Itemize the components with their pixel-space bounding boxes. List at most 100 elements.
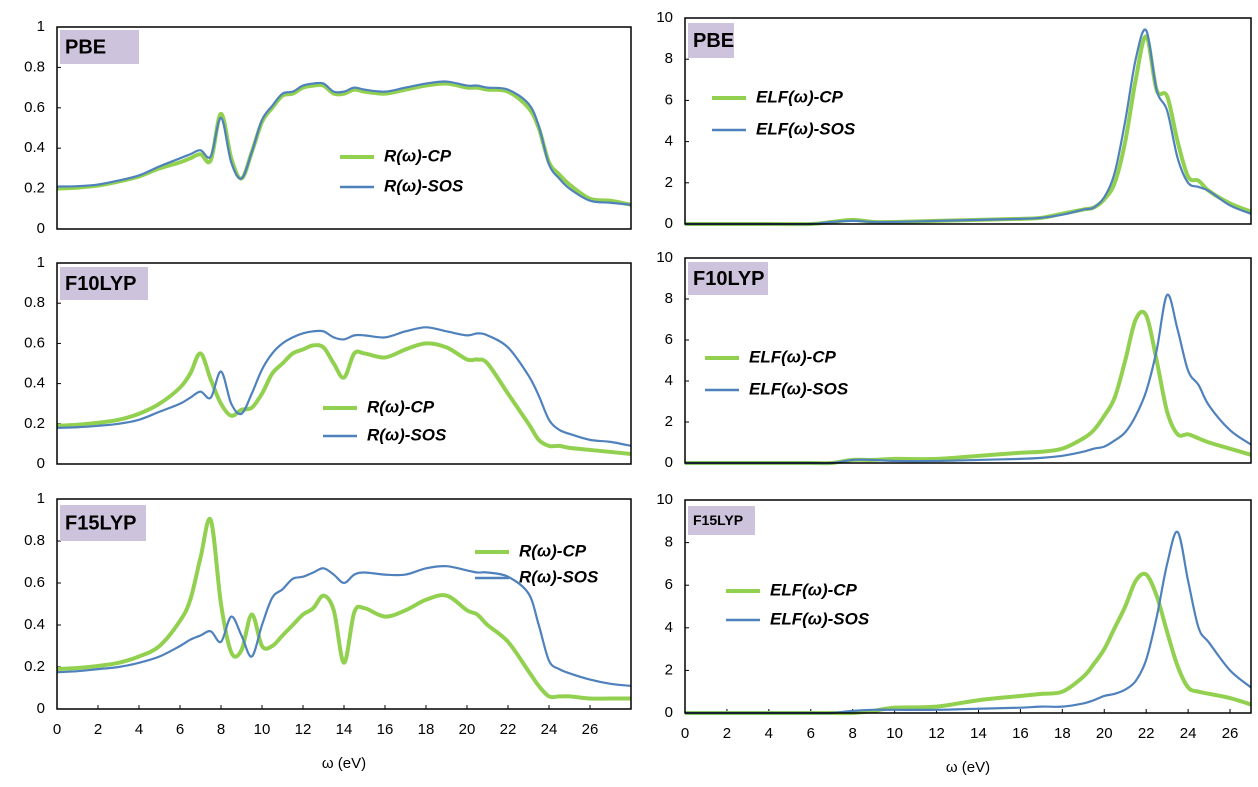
y-tick-label: 0.6: [24, 99, 45, 116]
legend-label: ELF(ω)-CP: [756, 87, 844, 106]
y-tick-label: 10: [656, 249, 673, 266]
x-tick-label: 22: [500, 721, 517, 738]
panel-title: F10LYP: [65, 273, 137, 295]
y-tick-label: 0: [665, 454, 673, 471]
legend-label: ELF(ω)-CP: [749, 347, 837, 366]
y-tick-label: 6: [665, 91, 673, 108]
panel-title: F15LYP: [65, 512, 137, 534]
x-tick-label: 22: [1138, 725, 1155, 742]
panel-title: PBE: [65, 36, 106, 58]
title-box: [60, 30, 139, 64]
x-tick-label: 24: [1180, 725, 1197, 742]
data-line: [685, 530, 1252, 715]
title-box: [60, 505, 146, 541]
data-line: [685, 28, 1252, 226]
x-tick-label: 0: [681, 725, 689, 742]
x-tick-label: 10: [254, 721, 271, 738]
panel-title: F10LYP: [693, 268, 765, 290]
x-axis-label: ω (eV): [322, 755, 366, 772]
legend-label: ELF(ω)-SOS: [770, 609, 870, 628]
x-axis-label: ω (eV): [946, 759, 990, 776]
y-tick-label: 0.8: [24, 58, 45, 75]
y-tick-label: 2: [665, 174, 673, 191]
data-line: [56, 80, 632, 206]
y-tick-label: 0.2: [24, 415, 45, 432]
data-line: [685, 293, 1252, 465]
y-tick-label: 0.8: [24, 294, 45, 311]
x-tick-label: 20: [459, 721, 476, 738]
x-tick-label: 20: [1096, 725, 1113, 742]
y-tick-label: 10: [656, 9, 673, 26]
x-tick-label: 26: [582, 721, 599, 738]
x-tick-label: 18: [418, 721, 435, 738]
y-tick-label: 6: [665, 576, 673, 593]
plot-frame: [56, 26, 632, 230]
y-tick-label: 0: [665, 215, 673, 232]
x-tick-label: 2: [94, 721, 102, 738]
y-tick-label: 0: [37, 700, 45, 717]
x-tick-label: 2: [723, 725, 731, 742]
y-tick-label: 0.4: [24, 139, 45, 156]
y-tick-label: 6: [665, 331, 673, 348]
x-tick-label: 14: [970, 725, 987, 742]
legend-label: R(ω)-CP: [519, 541, 587, 560]
x-tick-label: 10: [886, 725, 903, 742]
title-box: [60, 267, 148, 300]
x-tick-label: 6: [176, 721, 184, 738]
legend-label: R(ω)-CP: [367, 397, 435, 416]
y-tick-label: 4: [665, 372, 673, 389]
x-tick-label: 16: [377, 721, 394, 738]
x-tick-label: 8: [849, 725, 857, 742]
plot-frame: [684, 17, 1252, 225]
y-tick-label: 0.8: [24, 532, 45, 549]
y-tick-label: 1: [37, 254, 45, 271]
x-tick-label: 18: [1054, 725, 1071, 742]
legend-label: R(ω)-SOS: [367, 425, 447, 444]
data-line: [56, 516, 631, 701]
data-line: [56, 565, 632, 687]
y-tick-label: 8: [665, 534, 673, 551]
y-tick-label: 0.2: [24, 180, 45, 197]
plot-frame: [684, 257, 1252, 464]
y-tick-label: 0.6: [24, 574, 45, 591]
y-tick-label: 0: [665, 704, 673, 721]
legend-label: ELF(ω)-SOS: [749, 379, 849, 398]
legend-label: R(ω)-SOS: [519, 567, 599, 586]
x-tick-label: 24: [541, 721, 558, 738]
plot-frame: [684, 499, 1252, 714]
y-tick-label: 0.4: [24, 375, 45, 392]
y-tick-label: 0: [37, 455, 45, 472]
data-line: [56, 341, 632, 456]
data-line: [56, 81, 632, 207]
x-tick-label: 12: [295, 721, 312, 738]
panel-title: PBE: [693, 30, 734, 52]
y-tick-label: 0.2: [24, 658, 45, 675]
title-box: [688, 262, 768, 295]
x-tick-label: 0: [53, 721, 61, 738]
y-tick-label: 1: [37, 18, 45, 35]
x-tick-label: 6: [807, 725, 815, 742]
y-tick-label: 10: [656, 491, 673, 508]
y-tick-label: 4: [665, 619, 673, 636]
y-tick-label: 0: [37, 220, 45, 237]
y-tick-label: 4: [665, 133, 673, 150]
data-line: [56, 326, 632, 447]
y-tick-label: 2: [665, 661, 673, 678]
y-tick-label: 0.6: [24, 334, 45, 351]
x-tick-label: 4: [765, 725, 773, 742]
title-box: [688, 23, 734, 58]
legend-label: R(ω)-CP: [384, 146, 452, 165]
x-tick-label: 12: [928, 725, 945, 742]
plot-frame: [56, 498, 632, 710]
legend-label: ELF(ω)-SOS: [756, 119, 856, 138]
legend-label: R(ω)-SOS: [384, 176, 464, 195]
x-tick-label: 14: [336, 721, 353, 738]
title-box: [688, 506, 755, 535]
y-tick-label: 2: [665, 413, 673, 430]
legend-label: ELF(ω)-CP: [770, 580, 858, 599]
y-tick-label: 0.4: [24, 616, 45, 633]
plot-frame: [56, 262, 632, 465]
x-tick-label: 4: [135, 721, 143, 738]
y-tick-label: 8: [665, 50, 673, 67]
